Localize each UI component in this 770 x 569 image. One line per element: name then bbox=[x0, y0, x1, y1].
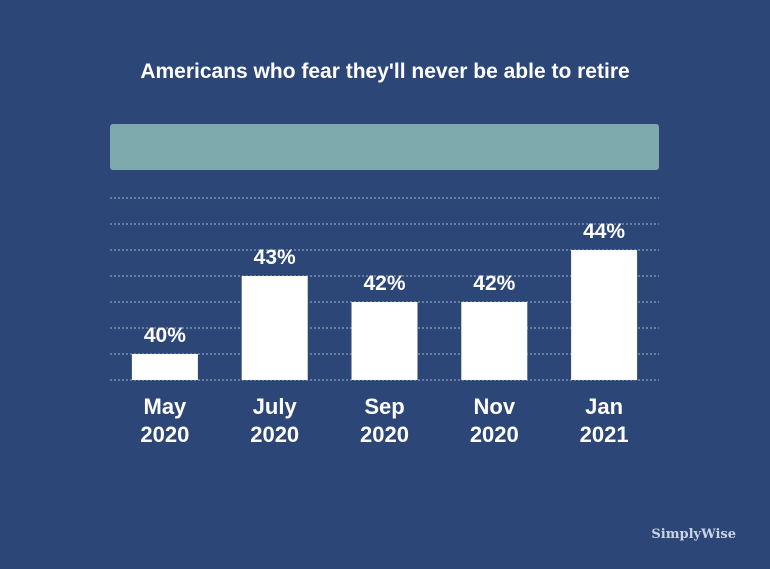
x-tick-label: Jan bbox=[585, 394, 623, 419]
value-label: 42% bbox=[473, 272, 515, 295]
bar bbox=[351, 302, 418, 380]
value-label: 42% bbox=[363, 272, 405, 295]
value-label: 40% bbox=[144, 324, 186, 347]
x-tick-label: Nov bbox=[474, 394, 516, 419]
bar bbox=[571, 250, 638, 380]
x-tick-label: 2020 bbox=[250, 422, 299, 447]
legend-bar bbox=[110, 124, 659, 170]
bar bbox=[131, 354, 198, 380]
x-tick-label: 2021 bbox=[580, 422, 629, 447]
bars bbox=[131, 250, 638, 380]
x-tick-label: 2020 bbox=[140, 422, 189, 447]
value-labels: 40% 43% 42% 42% 44% bbox=[144, 220, 626, 347]
bar bbox=[241, 276, 308, 380]
x-tick-label: Sep bbox=[364, 394, 404, 419]
x-tick-label: May bbox=[144, 394, 188, 419]
chart-title: Americans who fear they'll never be able… bbox=[140, 60, 630, 83]
x-tick-label: 2020 bbox=[470, 422, 519, 447]
value-label: 43% bbox=[254, 246, 296, 269]
x-tick-labels: May 2020 July 2020 Sep 2020 Nov 2020 Jan 2021 bbox=[140, 394, 628, 447]
value-label: 44% bbox=[583, 220, 625, 243]
x-tick-label: 2020 bbox=[360, 422, 409, 447]
x-tick-label: July bbox=[253, 394, 298, 419]
gridlines bbox=[110, 197, 659, 381]
brand-logo: SimplyWise bbox=[651, 527, 736, 542]
bar bbox=[461, 302, 528, 380]
